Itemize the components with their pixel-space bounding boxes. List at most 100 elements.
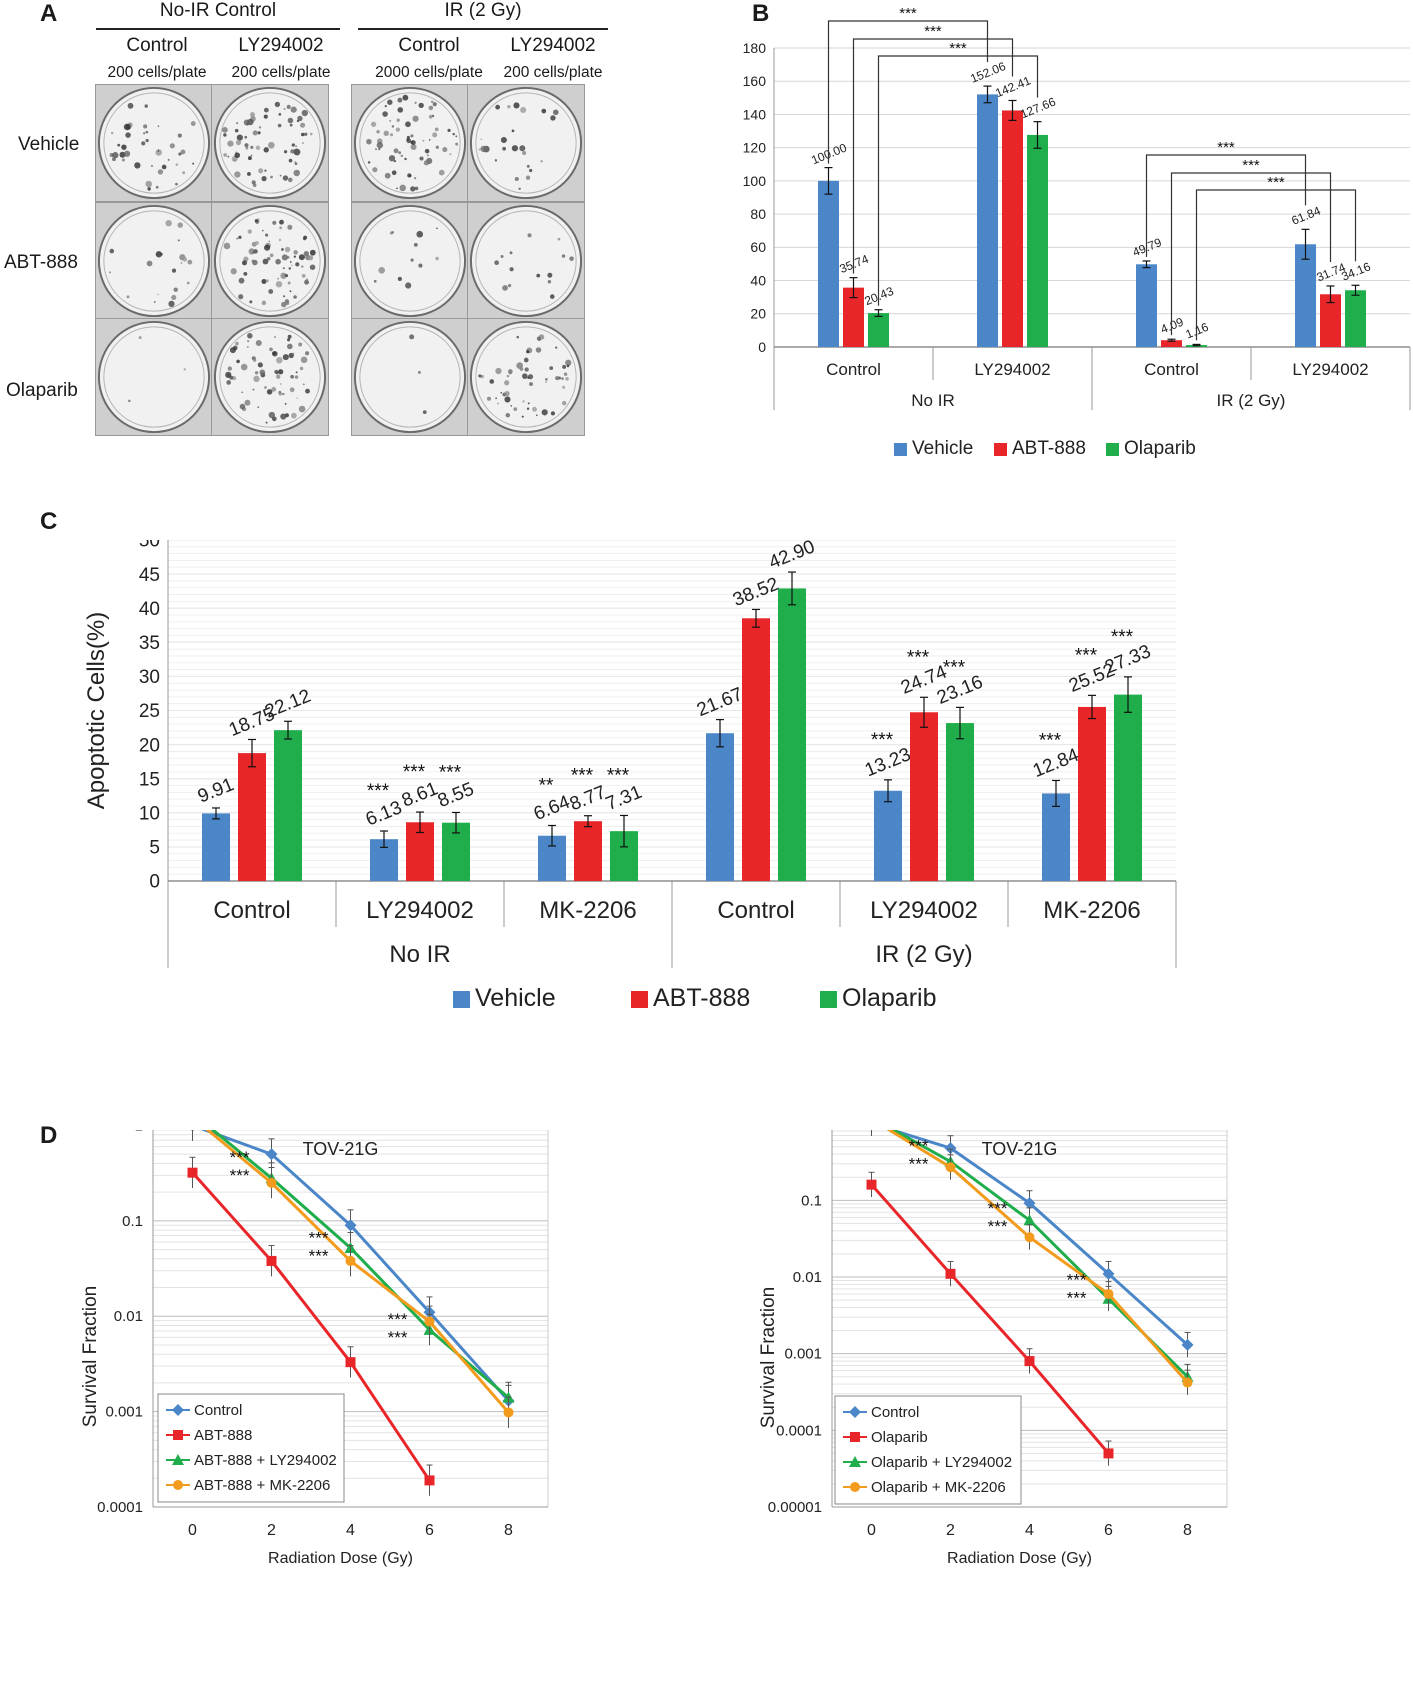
colony	[173, 287, 178, 292]
category-label: Control	[717, 897, 794, 924]
legend-label: Olaparib	[871, 1429, 928, 1446]
colony	[435, 145, 440, 149]
colony	[249, 112, 256, 118]
colony	[180, 149, 186, 155]
colony	[502, 285, 508, 291]
colony	[227, 366, 232, 371]
colony	[414, 101, 417, 105]
significance-stars: ***	[367, 781, 390, 802]
significance-bracket	[1170, 172, 1332, 336]
colony	[565, 359, 572, 366]
marker-circle	[1182, 1377, 1193, 1388]
significance-stars: ***	[230, 1148, 250, 1167]
colony	[305, 278, 309, 281]
row-label-olaparib: Olaparib	[6, 380, 78, 401]
significance-stars: ***	[388, 1328, 408, 1347]
colony	[296, 397, 299, 399]
colony	[390, 133, 394, 137]
colony	[283, 150, 288, 154]
marker-diamond	[1102, 1267, 1115, 1280]
colony	[406, 135, 411, 140]
y-tick-label: 20	[139, 735, 160, 756]
marker-circle	[945, 1162, 956, 1173]
colony-dish	[351, 84, 469, 202]
legend-swatch	[994, 443, 1007, 456]
colony	[279, 174, 282, 177]
colony	[393, 148, 399, 154]
colony	[287, 256, 290, 259]
colony	[186, 281, 190, 285]
colony	[275, 280, 283, 288]
colony	[409, 174, 412, 177]
colony	[504, 396, 511, 403]
colony	[242, 260, 247, 266]
colony	[283, 295, 286, 298]
colony	[245, 146, 249, 150]
colony	[397, 97, 403, 103]
colony	[155, 149, 162, 156]
significance-stars: ***	[1242, 157, 1260, 174]
colony	[165, 219, 172, 227]
colony-dish	[211, 84, 329, 202]
significance-stars: ***	[1067, 1270, 1087, 1289]
colony	[157, 150, 160, 152]
colony	[258, 168, 264, 174]
y-tick-label: 100	[743, 173, 767, 189]
colony	[157, 169, 164, 175]
bar	[706, 733, 734, 881]
bar	[274, 730, 302, 881]
colony	[298, 342, 303, 347]
marker-square	[1103, 1448, 1114, 1459]
colony	[287, 117, 294, 124]
no-ir-control-header: No-IR Control	[159, 0, 277, 21]
colony	[171, 268, 177, 273]
colony	[180, 262, 183, 264]
colony	[422, 139, 425, 142]
colony	[389, 156, 392, 159]
colony	[262, 258, 269, 265]
y-tick-label: 0.001	[105, 1404, 143, 1421]
colony	[145, 180, 152, 188]
colony	[414, 177, 417, 180]
y-tick-label: 0	[758, 339, 766, 355]
colony	[500, 391, 503, 394]
colony	[281, 301, 287, 308]
colony	[524, 367, 529, 372]
colony	[264, 244, 271, 251]
colony	[258, 126, 262, 129]
colony	[287, 343, 293, 350]
colony	[236, 134, 243, 141]
colony	[419, 156, 424, 161]
colony	[168, 300, 175, 307]
colony	[272, 351, 276, 356]
colony	[514, 176, 519, 182]
colony	[506, 374, 510, 378]
significance-stars: ***	[988, 1199, 1008, 1218]
colony	[301, 274, 306, 278]
marker-circle	[850, 1482, 860, 1492]
colony	[276, 374, 281, 379]
colony	[432, 132, 438, 138]
significance-stars: ***	[1075, 645, 1098, 666]
y-tick-label: 1	[814, 1130, 822, 1133]
colony	[300, 132, 305, 137]
colony-dish	[351, 318, 469, 436]
colony	[304, 351, 310, 356]
colony	[190, 121, 196, 127]
colony	[261, 229, 264, 232]
data-label: 8.55	[435, 779, 477, 812]
group-label: No IR	[389, 941, 450, 968]
colony	[519, 145, 526, 152]
colony	[175, 182, 178, 186]
row-label-abt888: ABT-888	[4, 252, 78, 273]
marker-diamond	[172, 1404, 184, 1416]
colony	[247, 229, 252, 234]
colony	[177, 222, 183, 228]
colony	[478, 374, 482, 378]
colony	[255, 145, 261, 150]
marker-triangle	[1023, 1214, 1036, 1226]
colony	[290, 374, 295, 379]
colony	[541, 108, 547, 114]
colony	[455, 135, 458, 138]
colony	[410, 140, 416, 145]
